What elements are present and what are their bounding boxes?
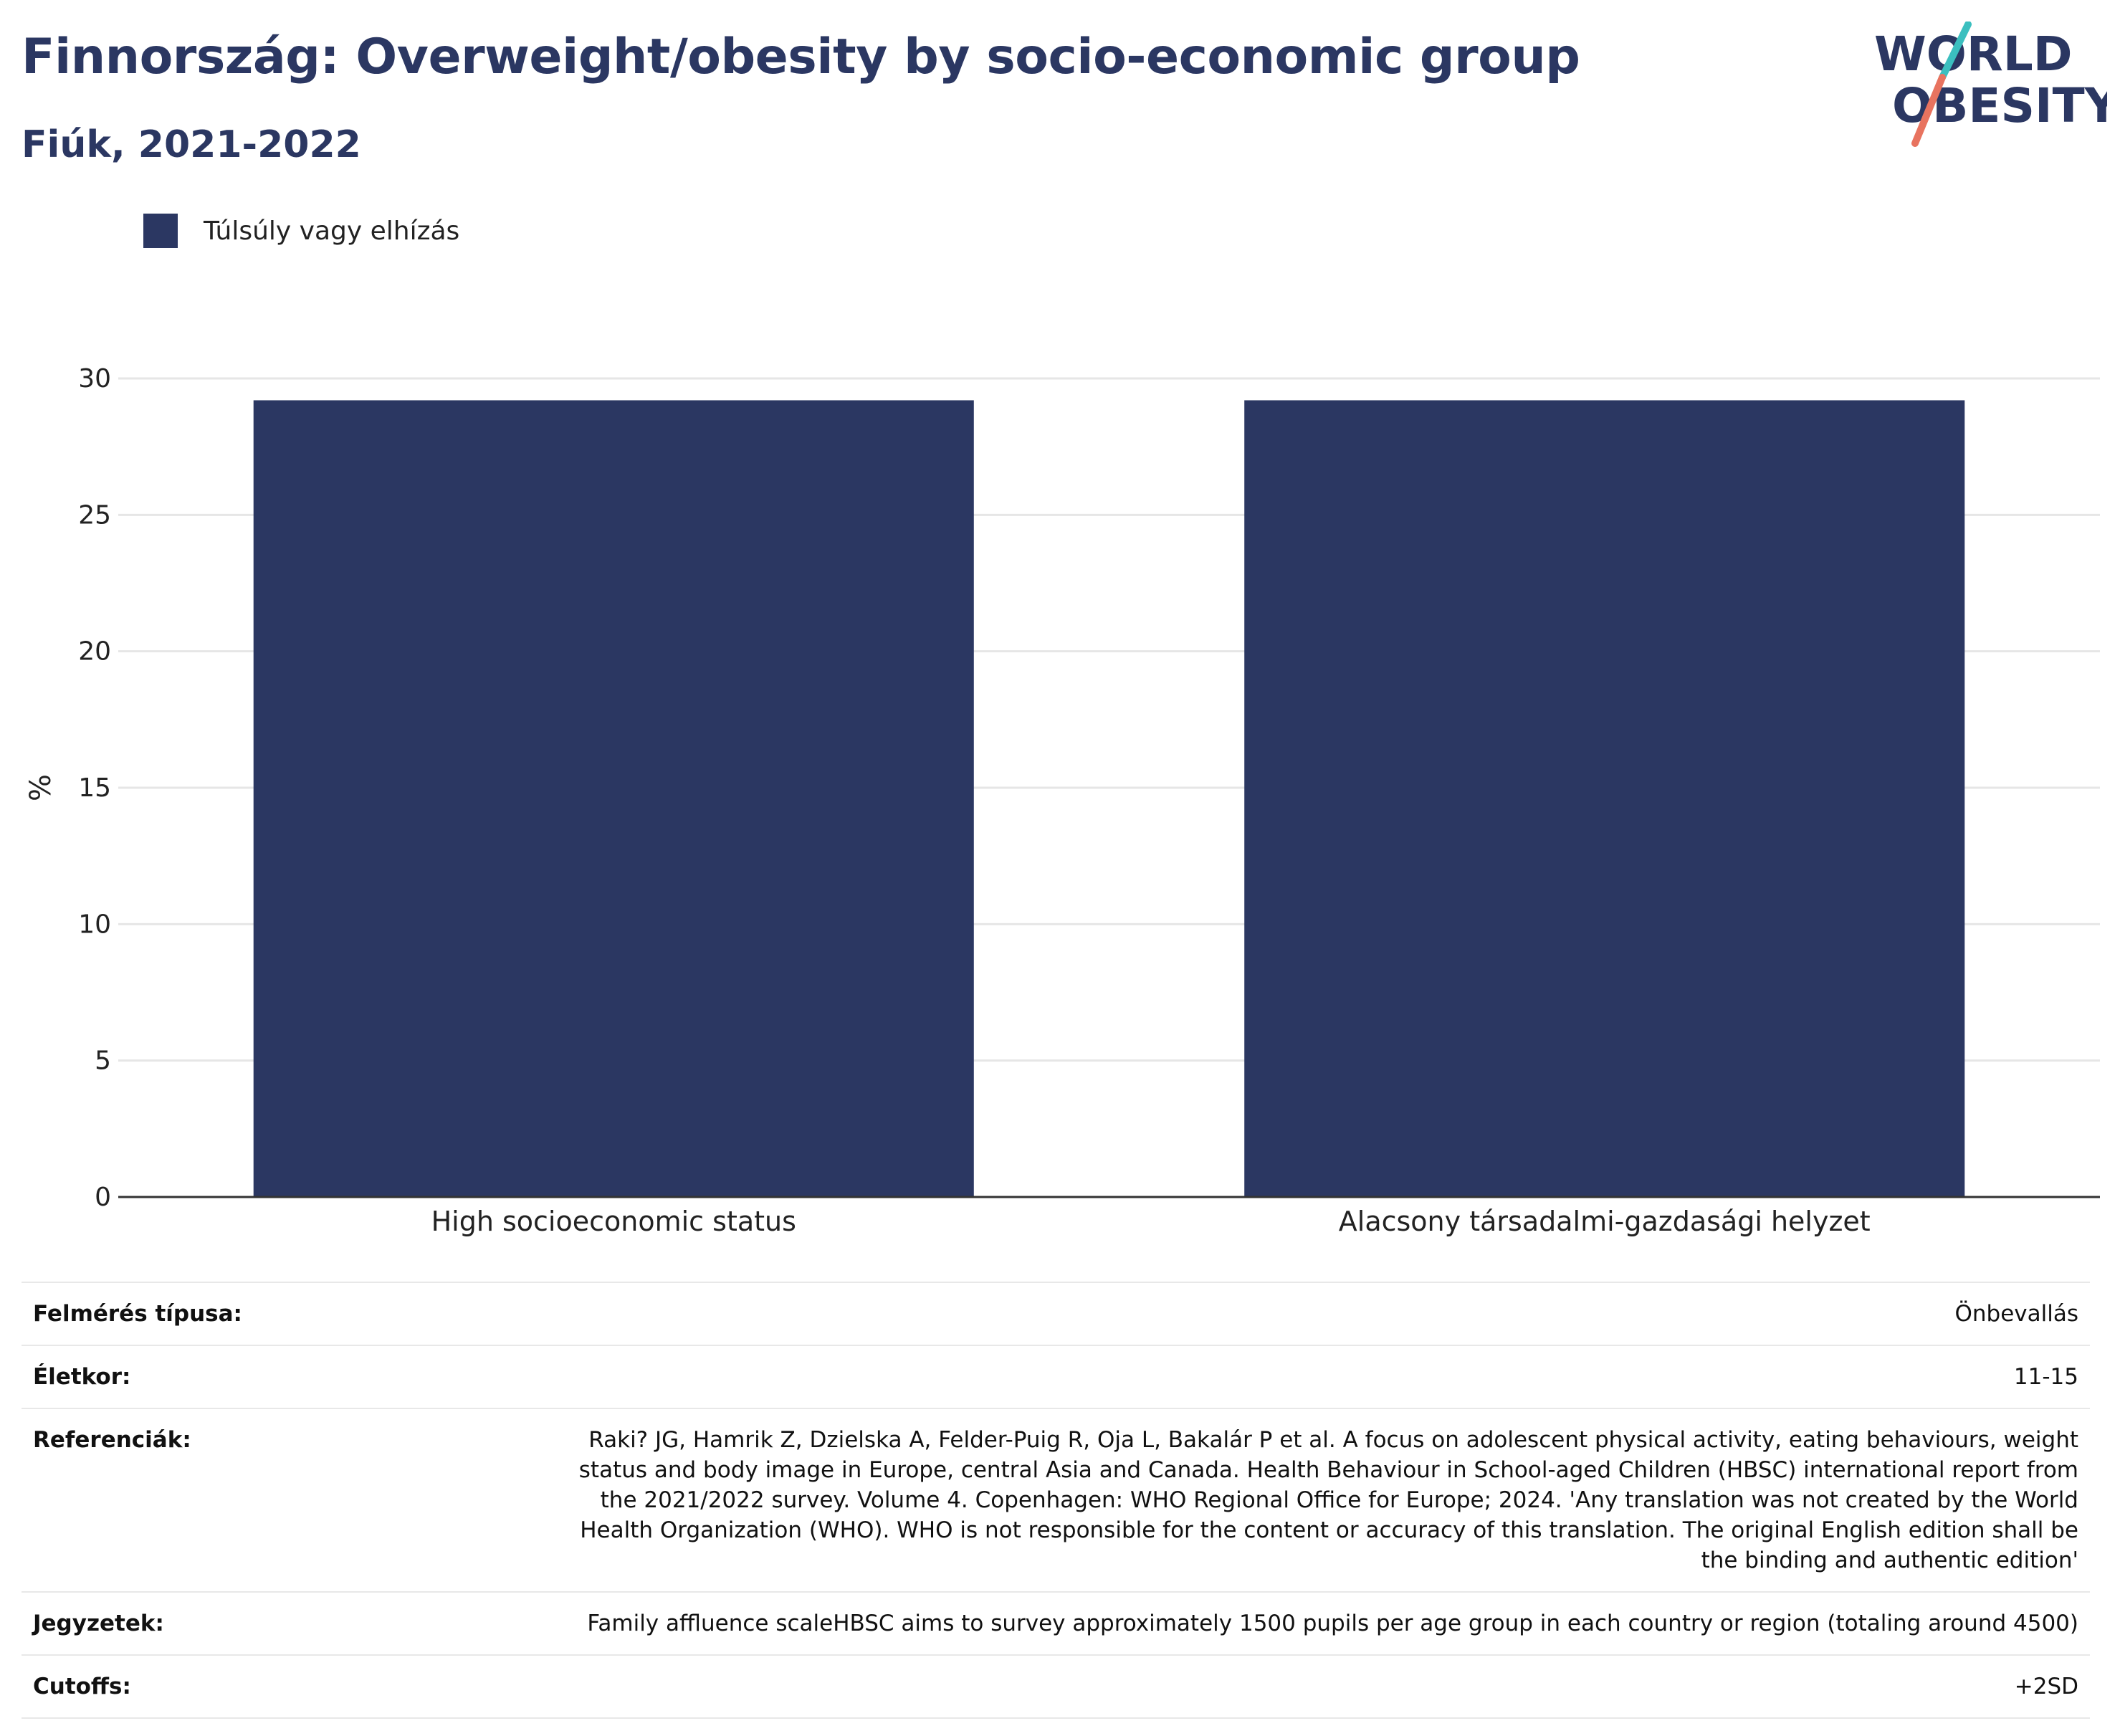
metadata-row: Referenciák: Raki? JG, Hamrik Z, Dzielska… xyxy=(22,1409,2090,1593)
y-tick-label: 20 xyxy=(78,637,111,667)
y-tick-label: 5 xyxy=(95,1046,111,1076)
y-tick-label: 30 xyxy=(78,364,111,394)
metadata-key: Referenciák: xyxy=(33,1427,191,1453)
metadata-value: +2SD xyxy=(2014,1674,2078,1699)
bar xyxy=(253,400,974,1197)
legend: Túlsúly vagy elhízás xyxy=(143,214,459,248)
legend-swatch xyxy=(143,214,178,248)
metadata-value: Raki? JG, Hamrik Z, Dzielska A, Felder-P… xyxy=(578,1427,2078,1573)
x-tick-label: High socioeconomic status xyxy=(431,1206,796,1237)
chart-title: Finnország: Overweight/obesity by socio-… xyxy=(22,29,1580,85)
x-tick-label: Alacsony társadalmi-gazdasági helyzet xyxy=(1339,1206,1871,1237)
metadata-key: Jegyzetek: xyxy=(33,1611,164,1636)
metadata-key: Felmérés típusa: xyxy=(33,1301,242,1327)
metadata-row: Felmérés típusa: Önbevallás xyxy=(22,1283,2090,1346)
y-tick-label: 10 xyxy=(78,910,111,939)
legend-label: Túlsúly vagy elhízás xyxy=(204,216,460,246)
metadata-value: Family affluence scaleHBSC aims to surve… xyxy=(587,1611,2078,1636)
logo-line1: WORLD xyxy=(1874,27,2073,82)
bar xyxy=(1244,400,1965,1197)
metadata-key: Cutoffs: xyxy=(33,1674,131,1699)
metadata-row: Jegyzetek: Family affluence scaleHBSC aim… xyxy=(22,1593,2090,1656)
bar-chart: 0 5 10 15 20 25 30% High socioeconomic status Al… xyxy=(24,364,2100,1237)
metadata-value: 11-15 xyxy=(2013,1364,2078,1390)
y-tick-label: 0 xyxy=(95,1183,111,1212)
y-tick-label: 15 xyxy=(78,773,111,803)
world-obesity-logo: WORLD OBESITY xyxy=(1874,22,2107,147)
metadata-key: Életkor: xyxy=(33,1364,131,1390)
metadata-table: Felmérés típusa: Önbevallás Életkor: 11-15 R… xyxy=(22,1282,2090,1719)
metadata-value: Önbevallás xyxy=(1954,1301,2078,1327)
y-tick-label: 25 xyxy=(78,500,111,530)
metadata-row: Életkor: 11-15 xyxy=(22,1346,2090,1409)
chart-subtitle: Fiúk, 2021-2022 xyxy=(22,123,361,166)
metadata-row: Cutoffs: +2SD xyxy=(22,1656,2090,1719)
y-axis-label: % xyxy=(24,774,57,801)
